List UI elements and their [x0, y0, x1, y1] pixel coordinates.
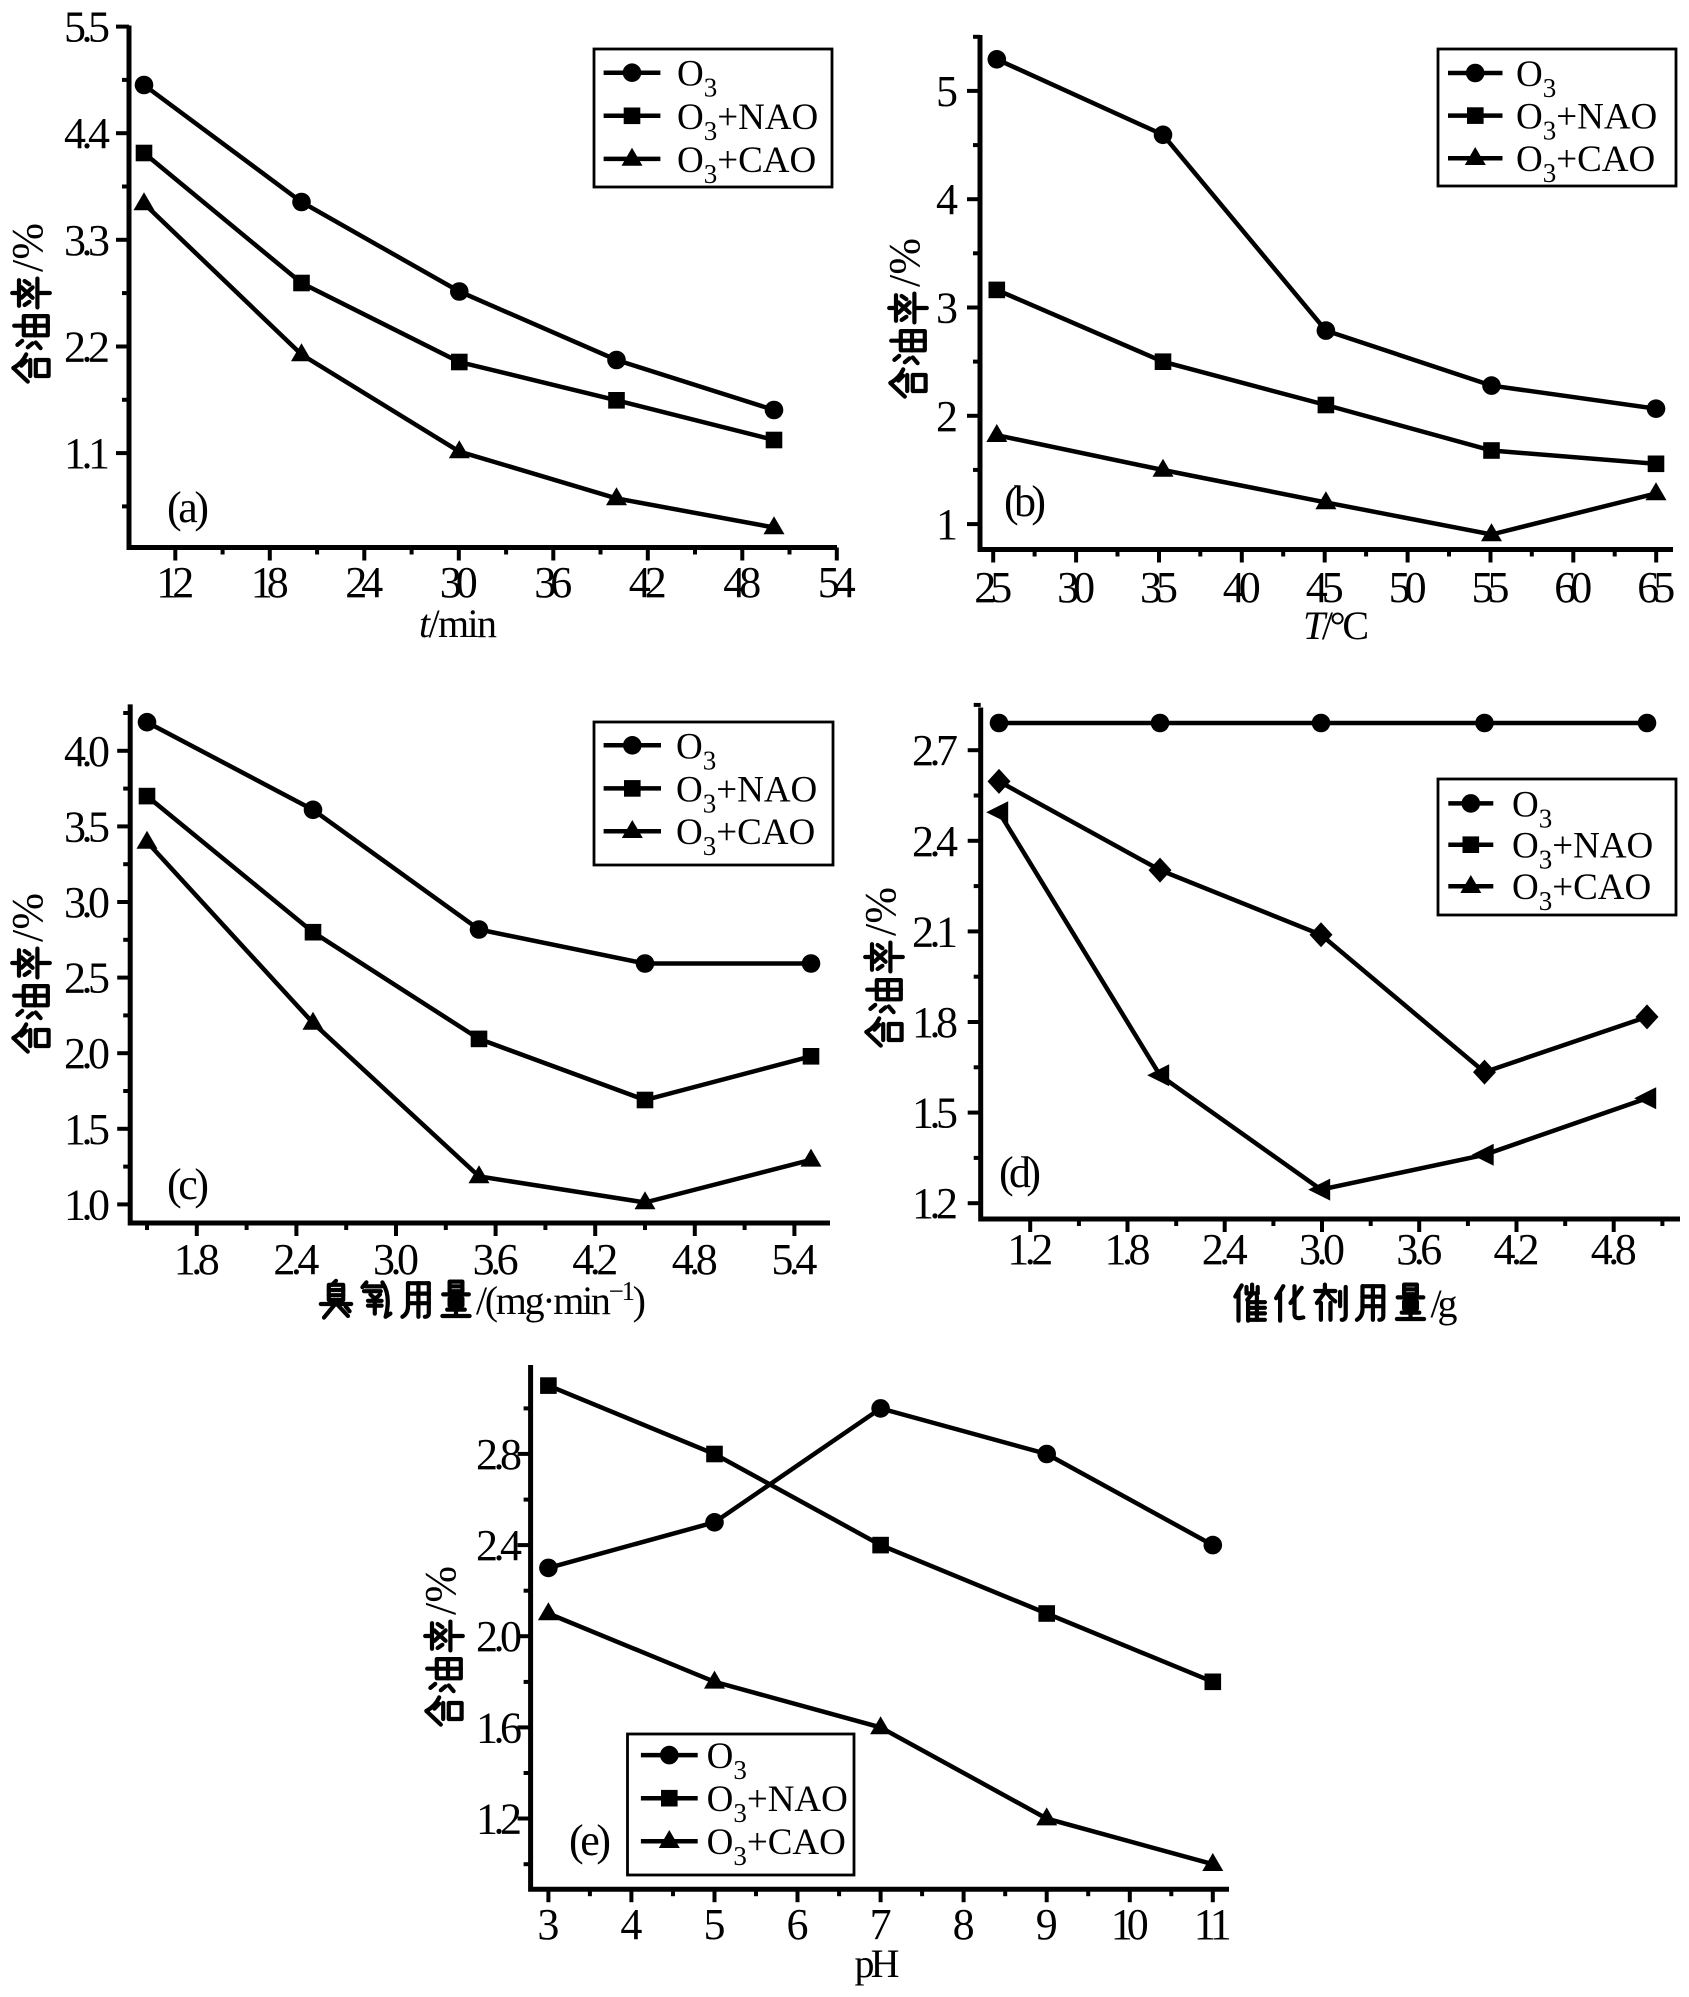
svg-text:1: 1 — [936, 500, 958, 549]
svg-text:40: 40 — [1223, 563, 1261, 612]
svg-text:36: 36 — [534, 558, 572, 607]
svg-text:35: 35 — [1140, 563, 1178, 612]
svg-text:8: 8 — [953, 1900, 975, 1949]
svg-text:4.4: 4.4 — [64, 109, 110, 158]
svg-text:1.2: 1.2 — [476, 1795, 522, 1844]
svg-text:6: 6 — [787, 1900, 809, 1949]
svg-text:42: 42 — [629, 558, 667, 607]
svg-text:2.4: 2.4 — [1202, 1225, 1248, 1274]
svg-text:11: 11 — [1194, 1900, 1232, 1949]
svg-text:1.2: 1.2 — [912, 1179, 958, 1228]
svg-text:O3+NAO: O3+NAO — [676, 769, 817, 818]
svg-text:3.3: 3.3 — [64, 216, 110, 265]
svg-text:O3+NAO: O3+NAO — [1512, 826, 1653, 875]
svg-text:2.8: 2.8 — [476, 1430, 522, 1479]
svg-text:24: 24 — [345, 558, 383, 607]
svg-text:2.4: 2.4 — [912, 817, 958, 866]
svg-text:1.1: 1.1 — [64, 429, 110, 478]
svg-text:/%: /% — [416, 1566, 465, 1615]
svg-text:2.1: 2.1 — [912, 907, 958, 956]
svg-text:1.8: 1.8 — [912, 998, 958, 1047]
svg-text:O3+NAO: O3+NAO — [677, 97, 818, 146]
svg-text:3.0: 3.0 — [373, 1235, 419, 1284]
svg-text:/g: /g — [1431, 1281, 1458, 1326]
svg-text:2.7: 2.7 — [912, 726, 958, 775]
svg-text:1.0: 1.0 — [64, 1180, 110, 1229]
svg-text:O3+NAO: O3+NAO — [1516, 97, 1657, 146]
svg-text:50: 50 — [1389, 563, 1427, 612]
svg-text:7: 7 — [870, 1900, 892, 1949]
svg-text:2: 2 — [936, 392, 958, 441]
svg-text:5.5: 5.5 — [64, 3, 110, 52]
svg-text:2.5: 2.5 — [64, 954, 110, 1003]
svg-text:3.6: 3.6 — [473, 1235, 519, 1284]
svg-text:/%: /% — [3, 893, 52, 942]
svg-text:O3+CAO: O3+CAO — [1516, 139, 1655, 188]
svg-text:60: 60 — [1554, 563, 1592, 612]
svg-text:/%: /% — [856, 887, 905, 936]
svg-text:4.8: 4.8 — [672, 1235, 718, 1284]
svg-text:25: 25 — [974, 563, 1012, 612]
svg-text:30: 30 — [1057, 563, 1095, 612]
svg-text:t/min: t/min — [419, 601, 497, 646]
svg-text:(e): (e) — [569, 1816, 611, 1865]
svg-text:10: 10 — [1111, 1900, 1149, 1949]
svg-text:O3+CAO: O3+CAO — [707, 1822, 846, 1871]
svg-text:4.2: 4.2 — [1494, 1225, 1540, 1274]
svg-text:4: 4 — [936, 175, 958, 224]
svg-text:30: 30 — [440, 558, 478, 607]
svg-text:1.5: 1.5 — [912, 1089, 958, 1138]
svg-text:5: 5 — [936, 67, 958, 116]
svg-text:(b): (b) — [1004, 477, 1046, 526]
svg-text:1.5: 1.5 — [64, 1105, 110, 1154]
svg-text:3: 3 — [537, 1900, 559, 1949]
svg-text:4: 4 — [620, 1900, 642, 1949]
svg-text:4.2: 4.2 — [572, 1235, 618, 1284]
svg-text:1.8: 1.8 — [1105, 1225, 1151, 1274]
svg-text:(c): (c) — [167, 1160, 209, 1209]
svg-text:2.4: 2.4 — [273, 1235, 319, 1284]
svg-text:(d): (d) — [999, 1148, 1041, 1197]
svg-text:O3+CAO: O3+CAO — [1512, 867, 1651, 916]
svg-text:2.0: 2.0 — [476, 1612, 522, 1661]
svg-text:45: 45 — [1306, 563, 1344, 612]
svg-text:1.2: 1.2 — [1007, 1225, 1053, 1274]
svg-text:pH: pH — [855, 1941, 900, 1986]
svg-text:2.4: 2.4 — [476, 1521, 522, 1570]
svg-text:5: 5 — [704, 1900, 726, 1949]
svg-text:O3+CAO: O3+CAO — [677, 140, 816, 189]
svg-text:54: 54 — [818, 558, 856, 607]
svg-text:9: 9 — [1036, 1900, 1058, 1949]
svg-text:(a): (a) — [167, 483, 209, 532]
svg-text:4.0: 4.0 — [64, 727, 110, 776]
svg-text:5.4: 5.4 — [771, 1235, 817, 1284]
svg-text:O3+CAO: O3+CAO — [676, 812, 815, 861]
svg-text:48: 48 — [723, 558, 761, 607]
svg-text:65: 65 — [1637, 563, 1675, 612]
svg-text:3.0: 3.0 — [1299, 1225, 1345, 1274]
svg-text:4.8: 4.8 — [1591, 1225, 1637, 1274]
svg-text:3.5: 3.5 — [64, 802, 110, 851]
svg-text:2.2: 2.2 — [64, 323, 110, 372]
svg-text:O3+NAO: O3+NAO — [707, 1779, 848, 1828]
svg-text:12: 12 — [156, 558, 194, 607]
svg-text:T/°C: T/°C — [1303, 603, 1369, 648]
svg-text:1.8: 1.8 — [174, 1235, 220, 1284]
svg-text:55: 55 — [1472, 563, 1510, 612]
svg-text:3: 3 — [936, 284, 958, 333]
svg-text:18: 18 — [251, 558, 289, 607]
svg-text:3.6: 3.6 — [1396, 1225, 1442, 1274]
svg-text:/%: /% — [880, 238, 929, 287]
svg-text:2.0: 2.0 — [64, 1029, 110, 1078]
svg-text:/%: /% — [3, 223, 52, 272]
svg-text:3.0: 3.0 — [64, 878, 110, 927]
svg-text:1.6: 1.6 — [476, 1703, 522, 1752]
